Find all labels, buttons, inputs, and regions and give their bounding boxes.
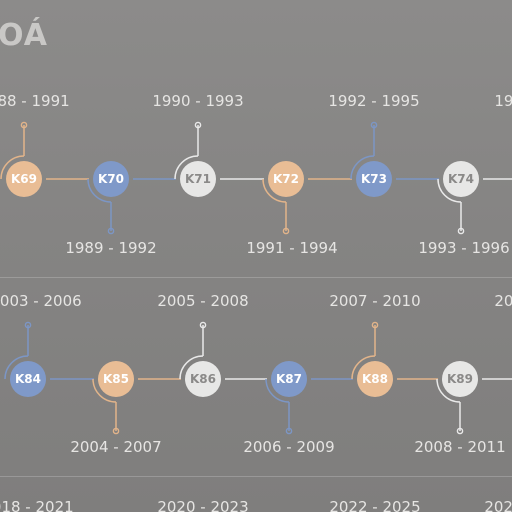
node-arc: [262, 178, 287, 203]
row-divider: [0, 277, 512, 278]
year-label: 1988 - 1991: [0, 92, 70, 110]
year-label: 2004 - 2007: [70, 438, 161, 456]
node-arc: [179, 355, 204, 380]
stem-end-dot: [194, 121, 202, 129]
stem-end-dot: [20, 121, 28, 129]
node-arc: [437, 178, 462, 203]
stem-end-dot: [199, 321, 207, 329]
timeline-node: [93, 161, 129, 197]
year-label: 2007 - 2010: [329, 292, 420, 310]
year-label: 2020 - 2023: [157, 498, 248, 512]
stem-end-dot: [456, 427, 464, 435]
node-arc: [4, 355, 29, 380]
node-arc: [351, 355, 376, 380]
timeline-node: [271, 361, 307, 397]
node-arc: [174, 155, 199, 180]
timeline-node: [10, 361, 46, 397]
node-code: K86: [190, 372, 216, 386]
node-arc: [436, 378, 461, 403]
year-label: 1993 - 1996: [418, 239, 509, 257]
timeline-node: [185, 361, 221, 397]
timeline-node: [442, 361, 478, 397]
stem-end-dot: [112, 427, 120, 435]
node-arc: [87, 178, 112, 203]
timeline-node: [443, 161, 479, 197]
node-code: K74: [448, 172, 474, 186]
year-label: 2009 - 2012: [494, 292, 512, 310]
timeline-node: [268, 161, 304, 197]
stem-end-dot: [107, 227, 115, 235]
node-code: K71: [185, 172, 211, 186]
year-label: 2006 - 2009: [243, 438, 334, 456]
year-label: 1994 - 1997: [494, 92, 512, 110]
year-label: 1992 - 1995: [328, 92, 419, 110]
node-code: K88: [362, 372, 388, 386]
node-code: K84: [15, 372, 41, 386]
timeline-node: [357, 361, 393, 397]
timeline-node: [356, 161, 392, 197]
stem-end-dot: [371, 321, 379, 329]
stem-end-dot: [457, 227, 465, 235]
year-label: 1990 - 1993: [152, 92, 243, 110]
node-code: K89: [447, 372, 473, 386]
year-label: 2008 - 2011: [414, 438, 505, 456]
node-code: K69: [11, 172, 37, 186]
timeline-node: [98, 361, 134, 397]
year-label: 1989 - 1992: [65, 239, 156, 257]
node-arc: [92, 378, 117, 403]
year-label: 2005 - 2008: [157, 292, 248, 310]
year-label: 1991 - 1994: [246, 239, 337, 257]
timeline-node: [6, 161, 42, 197]
stem-end-dot: [285, 427, 293, 435]
node-arc: [350, 155, 375, 180]
year-label: 2003 - 2006: [0, 292, 82, 310]
stem-end-dot: [370, 121, 378, 129]
year-label: 2022 - 2025: [329, 498, 420, 512]
node-code: K85: [103, 372, 129, 386]
year-label: 2024 - 2027: [484, 498, 512, 512]
row-divider: [0, 476, 512, 477]
node-code: K72: [273, 172, 299, 186]
node-arc: [265, 378, 290, 403]
node-code: K70: [98, 172, 124, 186]
stem-end-dot: [282, 227, 290, 235]
node-code: K73: [361, 172, 387, 186]
node-arc: [0, 155, 25, 180]
node-code: K87: [276, 372, 302, 386]
page-title: OÁ: [0, 18, 48, 53]
stem-end-dot: [24, 321, 32, 329]
timeline-node: [180, 161, 216, 197]
